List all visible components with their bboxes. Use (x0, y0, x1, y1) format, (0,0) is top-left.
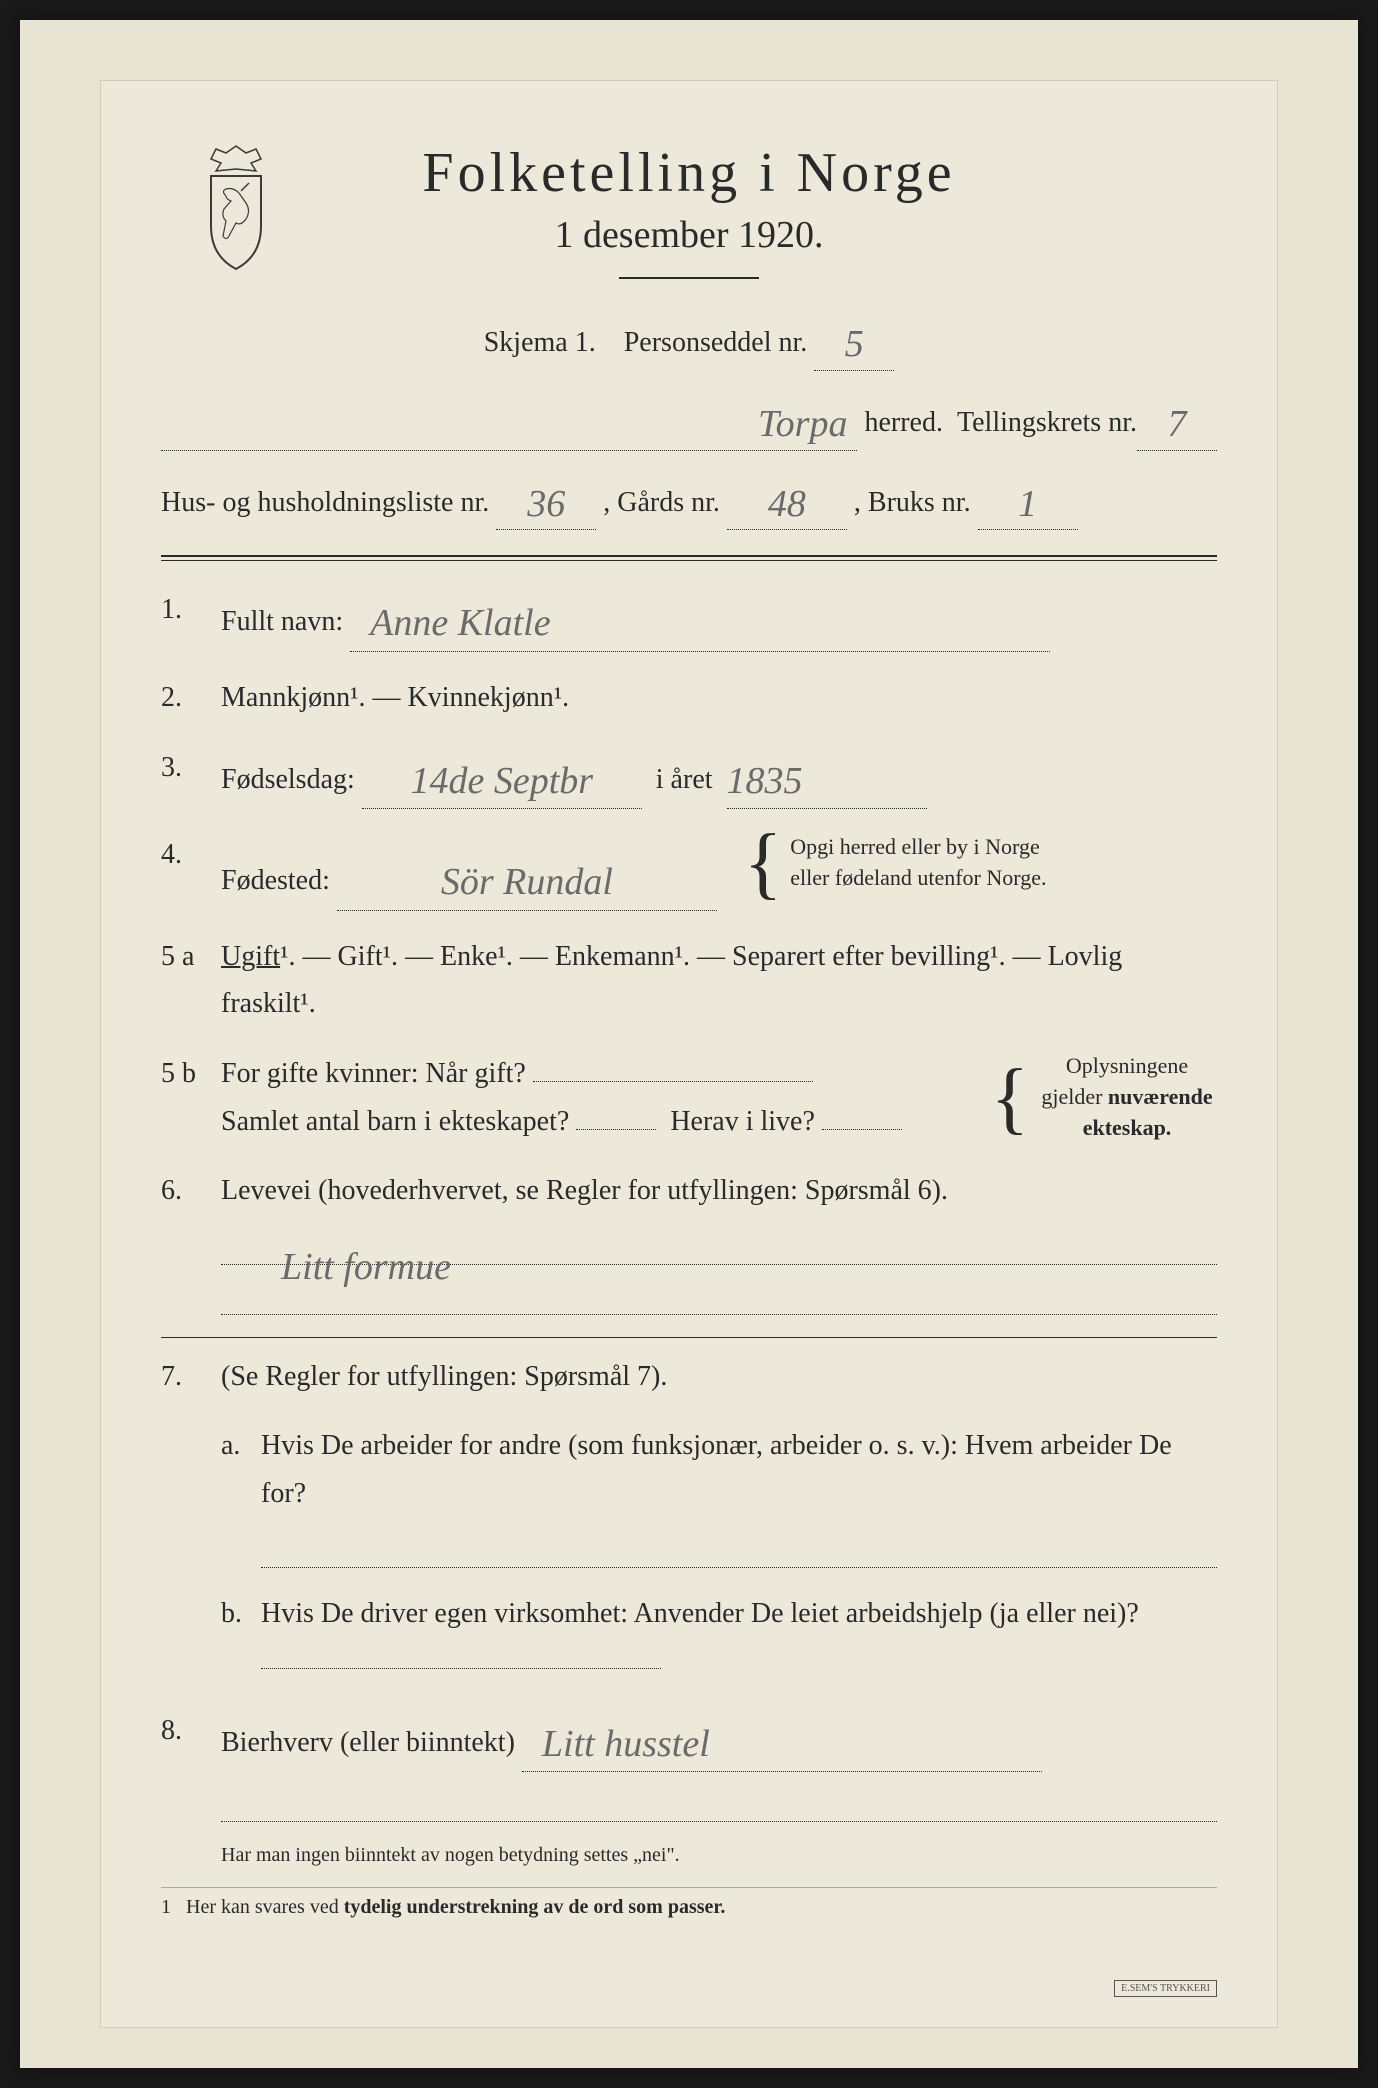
bruks-value: 1 (1018, 474, 1037, 535)
q8-value: Litt husstel (542, 1712, 710, 1777)
q5b-label: For gifte kvinner: Når gift? (221, 1058, 526, 1089)
q8-num: 8. (161, 1707, 221, 1823)
q8-label: Bierhverv (eller biinntekt) (221, 1727, 515, 1758)
q4-value: Sör Rundal (441, 850, 613, 915)
footnote-2-num: 1 (161, 1896, 171, 1918)
header: Folketelling i Norge 1 desember 1920. (161, 141, 1217, 279)
q1-num: 1. (161, 586, 221, 652)
herred-value: Torpa (758, 394, 847, 455)
brace-icon: { (744, 831, 782, 895)
q7b-letter: b. (221, 1590, 261, 1685)
gaards-value: 48 (768, 474, 806, 535)
form-id-line: Skjema 1. Personseddel nr. 5 (161, 309, 1217, 371)
coat-of-arms-icon (191, 141, 281, 271)
question-1: 1. Fullt navn: Anne Klatle (161, 586, 1217, 652)
question-5b: 5 b For gifte kvinner: Når gift? Samlet … (161, 1050, 1217, 1145)
q4-label: Fødested: (221, 865, 330, 896)
subtitle: 1 desember 1920. (161, 213, 1217, 257)
tellingskrets-label: Tellingskrets nr. (957, 401, 1137, 446)
personseddel-value: 5 (845, 314, 864, 375)
q3-num: 3. (161, 744, 221, 810)
herred-label: herred. (864, 401, 943, 446)
personseddel-label: Personseddel nr. (624, 327, 808, 358)
q5b-line2b: Herav i live? (670, 1106, 815, 1137)
q5b-num: 5 b (161, 1050, 221, 1145)
q4-num: 4. (161, 831, 221, 911)
bruks-label: , Bruks nr. (854, 487, 971, 518)
q1-value: Anne Klatle (370, 591, 550, 656)
question-7: 7. (Se Regler for utfyllingen: Spørsmål … (161, 1353, 1217, 1401)
q2-label: Mannkjønn¹. — Kvinnekjønn¹. (221, 674, 1217, 722)
q3-label: Fødselsdag: (221, 764, 355, 795)
q5a-selected: Ugift (221, 941, 280, 972)
q7a-letter: a. (221, 1422, 261, 1567)
question-4: 4. Fødested: Sör Rundal { Opgi herred el… (161, 831, 1217, 911)
husliste-line: Hus- og husholdningsliste nr. 36 , Gårds… (161, 469, 1217, 531)
q5b-line2: Samlet antal barn i ekteskapet? (221, 1106, 569, 1137)
mid-divider (161, 1337, 1217, 1338)
q4-note: Opgi herred eller by i Norge eller fødel… (790, 832, 1070, 894)
herred-line: Torpa herred. Tellingskrets nr. 7 (161, 389, 1217, 451)
q3-day: 14de Septbr (410, 749, 593, 814)
tellingskrets-value: 7 (1168, 394, 1187, 455)
q6-value: Litt formue (281, 1235, 451, 1300)
q7-num: 7. (161, 1353, 221, 1401)
gaards-label: , Gårds nr. (603, 487, 720, 518)
husliste-label: Hus- og husholdningsliste nr. (161, 487, 489, 518)
q7-label: (Se Regler for utfyllingen: Spørsmål 7). (221, 1353, 1217, 1401)
question-5a: 5 a Ugift¹. — Gift¹. — Enke¹. — Enkemann… (161, 933, 1217, 1028)
q2-num: 2. (161, 674, 221, 722)
q3-year: 1835 (727, 749, 803, 814)
skjema-label: Skjema 1. (484, 327, 596, 358)
question-6: 6. Levevei (hovederhvervet, se Regler fo… (161, 1167, 1217, 1315)
footnote-1: Har man ingen biinntekt av nogen betydni… (221, 1844, 1217, 1867)
footnote-2: 1 Her kan svares ved tydelig understrekn… (161, 1887, 1217, 1919)
question-8: 8. Bierhverv (eller biinntekt) Litt huss… (161, 1707, 1217, 1823)
q6-label: Levevei (hovederhvervet, se Regler for u… (221, 1175, 948, 1206)
main-title: Folketelling i Norge (161, 141, 1217, 205)
q5a-num: 5 a (161, 933, 221, 1028)
q1-label: Fullt navn: (221, 606, 343, 637)
q7a-text: Hvis De arbeider for andre (som funksjon… (261, 1430, 1172, 1509)
q7b-text: Hvis De driver egen virksomhet: Anvender… (261, 1598, 1139, 1629)
question-3: 3. Fødselsdag: 14de Septbr i året 1835 (161, 744, 1217, 810)
husliste-value: 36 (527, 474, 565, 535)
question-7a: a. Hvis De arbeider for andre (som funks… (161, 1422, 1217, 1567)
document-page: Folketelling i Norge 1 desember 1920. Sk… (20, 20, 1358, 2068)
q3-year-label: i året (656, 764, 713, 795)
title-divider (619, 277, 759, 279)
question-2: 2. Mannkjønn¹. — Kvinnekjønn¹. (161, 674, 1217, 722)
printer-mark: E.SEM'S TRYKKERI (1114, 1980, 1217, 1997)
q6-num: 6. (161, 1167, 221, 1315)
question-7b: b. Hvis De driver egen virksomhet: Anven… (161, 1590, 1217, 1685)
section-divider (161, 555, 1217, 561)
paper-content: Folketelling i Norge 1 desember 1920. Sk… (100, 80, 1278, 2028)
brace-icon-2: { (991, 1066, 1029, 1130)
